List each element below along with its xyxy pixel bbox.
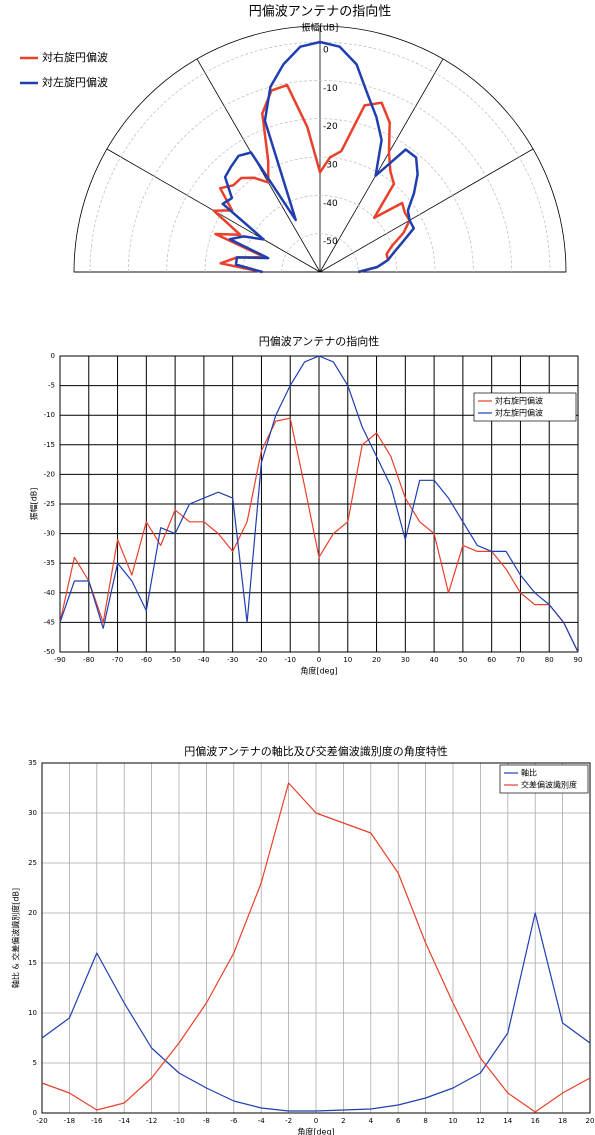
x-tick-label: -18 — [64, 1117, 75, 1125]
x-tick-label: 90 — [574, 656, 583, 664]
polar-line — [221, 40, 419, 274]
data-line — [41, 782, 591, 1113]
x-tick-label: 20 — [372, 656, 381, 664]
y-tick-label: -25 — [44, 500, 55, 508]
x-tick-label: -60 — [141, 656, 152, 664]
x-tick-label: 40 — [430, 656, 439, 664]
legend-label: 軸比 — [521, 768, 537, 778]
x-tick-label: 14 — [503, 1117, 512, 1125]
x-tick-label: -20 — [36, 1117, 47, 1125]
x-tick-label: -10 — [173, 1117, 184, 1125]
legend-box — [499, 764, 589, 794]
x-tick-label: 16 — [531, 1117, 540, 1125]
y-tick-label: 0 — [51, 352, 55, 360]
x-tick-label: -20 — [256, 656, 267, 664]
x-tick-label: -50 — [169, 656, 180, 664]
y-tick-label: 35 — [28, 759, 37, 767]
x-tick-label: 80 — [545, 656, 554, 664]
x-tick-label: -10 — [285, 656, 296, 664]
r-grid-circle — [166, 118, 474, 273]
x-tick-label: -4 — [258, 1117, 266, 1125]
x-tick-label: 4 — [369, 1117, 374, 1125]
y-tick-label: -30 — [44, 530, 55, 538]
y-tick-label: 10 — [28, 1009, 37, 1017]
x-tick-label: 20 — [586, 1117, 595, 1125]
x-tick-label: 8 — [423, 1117, 427, 1125]
y-tick-label: -5 — [48, 382, 55, 390]
x-tick-label: 10 — [449, 1117, 458, 1125]
y-axis-label: 振幅[dB] — [29, 488, 39, 521]
x-tick-label: -6 — [230, 1117, 238, 1125]
x-tick-label: -30 — [227, 656, 238, 664]
polar-frame — [73, 25, 567, 273]
y-tick-label: 15 — [28, 959, 37, 967]
y-tick-label: 5 — [33, 1059, 37, 1067]
data-line — [41, 912, 591, 1112]
y-tick-label: 20 — [28, 909, 37, 917]
r-grid-circle — [281, 233, 359, 273]
y-tick-label: -15 — [44, 441, 55, 449]
legend-label: 交差偏波識別度 — [521, 780, 577, 790]
x-tick-label: 12 — [476, 1117, 485, 1125]
chart-title: 円偏波アンテナの指向性 — [259, 334, 380, 348]
legend-label: 対左旋円偏波 — [495, 408, 543, 418]
y-tick-label: -50 — [44, 648, 55, 656]
r-tick-label: 0 — [323, 46, 329, 56]
y-tick-label: -10 — [44, 411, 55, 419]
spoke — [319, 148, 534, 273]
x-axis-label: 角度[deg] — [297, 1127, 334, 1135]
legend-label: 対右旋円偏波 — [42, 50, 108, 64]
x-tick-label: 30 — [401, 656, 410, 664]
chart-title: 円偏波アンテナの軸比及び交差偏波識別度の角度特性 — [184, 744, 448, 758]
spoke — [319, 58, 444, 273]
x-tick-label: -16 — [91, 1117, 103, 1125]
x-tick-label: 6 — [396, 1117, 401, 1125]
x-tick-label: 70 — [516, 656, 525, 664]
polar-line — [212, 83, 411, 274]
y-axis-label: 軸比 & 交差偏波識別度[dB] — [11, 888, 21, 988]
r-tick-label: -10 — [323, 84, 338, 94]
chart-title: 円偏波アンテナの指向性 — [249, 4, 391, 20]
legend-label: 対左旋円偏波 — [42, 75, 108, 89]
y-tick-label: -45 — [44, 618, 55, 626]
y-tick-label: 30 — [28, 809, 37, 817]
y-tick-label: -40 — [44, 589, 55, 597]
x-tick-label: 50 — [458, 656, 467, 664]
r-tick-label: -50 — [323, 237, 338, 247]
plot-frame — [41, 762, 591, 1114]
r-tick-label: -20 — [323, 122, 338, 132]
y-tick-label: -35 — [44, 559, 55, 567]
x-tick-label: 0 — [317, 656, 321, 664]
r-axis-label: 振幅[dB] — [302, 22, 339, 34]
x-tick-label: 2 — [341, 1117, 345, 1125]
r-tick-label: -30 — [323, 161, 338, 171]
y-tick-label: 0 — [33, 1109, 37, 1117]
legend-label: 対右旋円偏波 — [495, 396, 543, 406]
x-tick-label: 18 — [558, 1117, 567, 1125]
x-tick-label: 0 — [314, 1117, 318, 1125]
x-tick-label: -8 — [203, 1117, 210, 1125]
x-tick-label: 10 — [343, 656, 352, 664]
x-tick-label: -80 — [83, 656, 94, 664]
x-tick-label: -70 — [112, 656, 123, 664]
data-line — [59, 355, 579, 653]
r-grid-circle — [127, 80, 513, 273]
y-tick-label: 25 — [28, 859, 37, 867]
legend-box — [473, 392, 577, 422]
y-tick-label: -20 — [44, 470, 55, 478]
x-tick-label: -90 — [54, 656, 65, 664]
x-tick-label: -2 — [285, 1117, 292, 1125]
x-tick-label: -14 — [118, 1117, 130, 1125]
x-tick-label: 60 — [487, 656, 496, 664]
x-axis-label: 角度[deg] — [300, 666, 337, 676]
x-tick-label: -40 — [198, 656, 209, 664]
r-grid-circle — [204, 156, 436, 273]
r-tick-label: -40 — [323, 199, 338, 209]
x-tick-label: -12 — [146, 1117, 157, 1125]
